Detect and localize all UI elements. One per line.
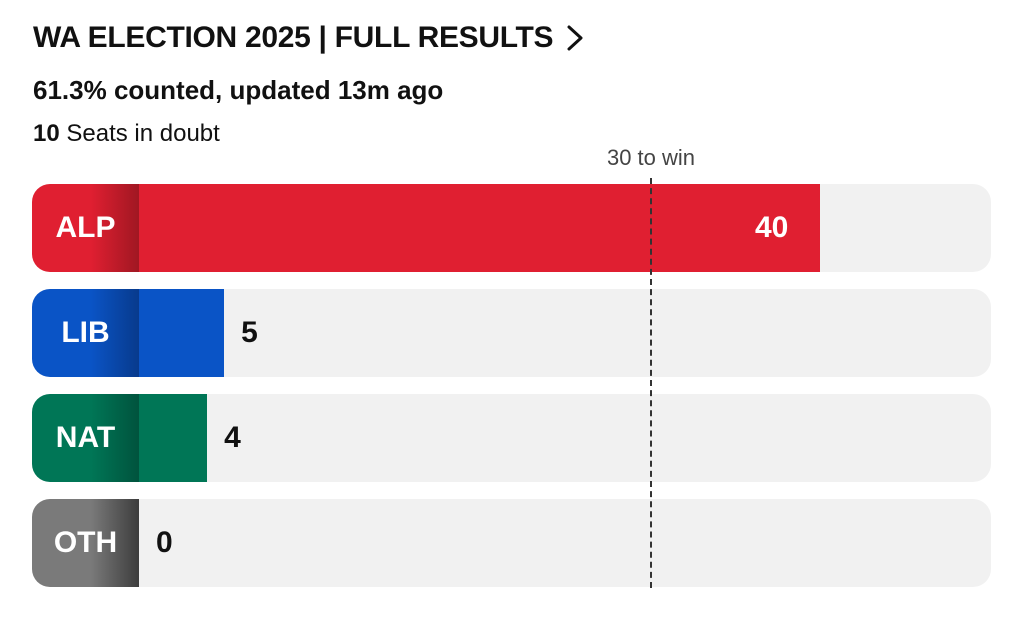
seat-bar-lib: [139, 289, 225, 377]
party-label-lib: LIB: [32, 289, 139, 377]
majority-label: 30 to win: [606, 145, 696, 170]
seat-value-oth: 0: [156, 526, 173, 559]
seats-in-doubt: 10 Seats in doubt: [33, 119, 220, 149]
seat-value-lib: 5: [241, 316, 258, 349]
party-row-lib: LIB 5: [32, 289, 991, 377]
party-row-oth: OTH 0: [32, 499, 991, 587]
majority-line: [650, 178, 652, 588]
seat-bar-alp: [139, 184, 821, 272]
seat-value-nat: 4: [224, 421, 241, 454]
party-label-nat: NAT: [32, 394, 139, 482]
chevron-right-icon: [567, 25, 583, 51]
seat-bar-nat: [139, 394, 208, 482]
widget-title: WA ELECTION 2025 | FULL RESULTS: [33, 21, 554, 54]
seats-in-doubt-count: 10: [33, 120, 60, 147]
party-label-oth: OTH: [32, 499, 139, 587]
party-row-nat: NAT 4: [32, 394, 991, 482]
count-status: 61.3% counted, updated 13m ago: [33, 75, 444, 105]
party-row-alp: ALP 40: [32, 184, 991, 272]
full-results-link[interactable]: WA ELECTION 2025 | FULL RESULTS: [33, 20, 589, 56]
seat-value-alp: 40: [754, 211, 789, 244]
party-label-alp: ALP: [32, 184, 139, 272]
seats-in-doubt-label: Seats in doubt: [66, 120, 220, 147]
